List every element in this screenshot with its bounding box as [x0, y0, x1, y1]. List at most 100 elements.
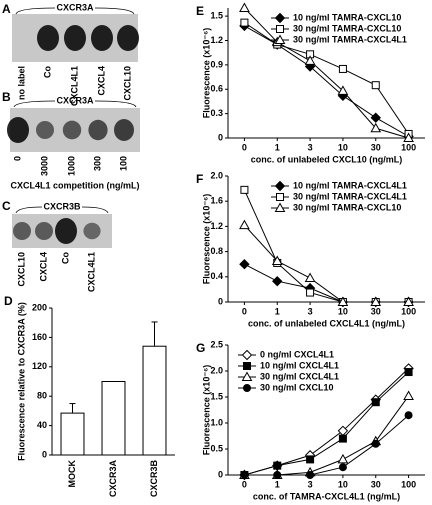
lane-label: Co [60, 252, 70, 264]
data-point [306, 455, 315, 464]
y-tick-label: 1.2 [210, 221, 223, 231]
x-tick-label: 30 [371, 479, 381, 489]
data-point [272, 276, 283, 287]
error-bar [69, 403, 76, 414]
data-point [240, 471, 249, 479]
data-point [370, 122, 382, 133]
gel-band [35, 222, 53, 240]
data-point [239, 258, 250, 270]
lane-label: 300 [92, 156, 102, 171]
legend-label: 30 ng/ml CXCL4L1 [260, 371, 339, 381]
legend-marker [274, 12, 286, 24]
legend-marker [274, 180, 286, 192]
lane-label: 100 [118, 156, 128, 171]
y-tick-label: 0.3 [210, 108, 223, 118]
series-line [244, 371, 409, 476]
lane-label: CXCL4 [38, 252, 48, 282]
gel-band [7, 117, 29, 143]
y-tick-label: 1.5 [210, 11, 223, 21]
panel-letter: E [196, 4, 204, 18]
data-point [273, 471, 282, 479]
lane-label: 3000 [39, 156, 49, 176]
series-line [244, 22, 409, 135]
series-line [244, 224, 409, 303]
legend-label: 0 ng/ml CXCL4L1 [260, 349, 334, 359]
x-axis-label: conc. of TAMRA-CXCL4L1 (ng/mL) [253, 491, 400, 501]
data-point [370, 112, 381, 123]
x-tick-label: 0 [242, 142, 247, 152]
gel-band [88, 119, 108, 141]
x-tick-label: 1 [275, 142, 280, 152]
x-tick-label: 3 [308, 142, 313, 152]
legend-label: 30 ng/ml TAMRA-CXCL4L1 [293, 34, 407, 44]
y-tick-label: 1.2 [210, 35, 223, 45]
y-tick-label: 160 [32, 332, 47, 342]
gel-band [114, 119, 134, 141]
y-tick-label: 1.0 [210, 417, 223, 427]
series-line [244, 395, 409, 476]
data-point [338, 64, 347, 73]
x-tick-label: 30 [371, 306, 381, 316]
legend-marker [241, 371, 253, 381]
x-tick-label: CXCR3B [149, 460, 159, 498]
data-point [337, 453, 349, 464]
legend-label: 10 ng/ml CXCL4L1 [260, 360, 339, 370]
x-tick-label: 0 [242, 479, 247, 489]
y-tick-label: 0 [42, 449, 47, 459]
error-bar [151, 321, 158, 347]
legend-marker [274, 202, 286, 212]
legend-label: 10 ng/ml TAMRA-CXCL10 [293, 12, 401, 22]
data-point [239, 2, 250, 12]
lane-label: CXCL4L1 [69, 66, 79, 106]
x-tick-label: MOCK [67, 460, 77, 488]
x-tick-label: 30 [371, 142, 381, 152]
gel-band [91, 25, 113, 51]
data-point [271, 255, 283, 266]
legend-label: 30 ng/ml TAMRA-CXCL10 [293, 202, 401, 212]
y-axis-label: Fluorescence (x10⁻⁶) [201, 28, 211, 118]
panel-letter: B [2, 90, 11, 104]
x-tick-label: 1 [275, 306, 280, 316]
data-point [338, 434, 347, 443]
data-point [306, 471, 315, 479]
x-tick-label: CXCR3A [108, 460, 118, 498]
x-tick-label: 10 [338, 142, 348, 152]
gel-band [117, 25, 139, 51]
x-tick-label: 100 [401, 142, 416, 152]
data-point [304, 272, 316, 283]
lane-label: 1000 [66, 156, 76, 176]
y-tick-label: 0.4 [210, 271, 223, 281]
x-tick-label: 0 [242, 306, 247, 316]
gel-band [64, 25, 86, 51]
y-tick-label: 200 [32, 302, 47, 312]
y-tick-label: 0.8 [210, 246, 223, 256]
gel-bracket [13, 100, 137, 108]
data-point [338, 463, 347, 472]
data-point [404, 411, 413, 420]
bar [142, 345, 167, 456]
panel-letter: C [2, 199, 11, 213]
y-tick-label: 0 [218, 469, 223, 479]
data-point [371, 398, 380, 407]
legend-marker [243, 362, 251, 370]
lane-label: CXCL10 [16, 252, 26, 287]
gel-x-label: CXCL4L1 competition (ng/mL) [11, 180, 140, 190]
y-tick-label: 0.9 [210, 59, 223, 69]
lane-label: Co [42, 66, 52, 78]
data-point [239, 219, 250, 230]
lane-label: CXCL4L1 [86, 252, 96, 292]
x-tick-label: 10 [338, 306, 348, 316]
data-point [403, 296, 414, 306]
y-tick-label: 1.6 [210, 196, 223, 206]
y-tick-label: 0 [218, 296, 223, 306]
y-tick-label: 2.0 [210, 365, 223, 375]
y-axis-label: Fluorescence (x10⁻⁶) [201, 194, 211, 284]
gel-band [55, 218, 77, 244]
data-point [304, 55, 316, 65]
lane-label: CXCL4 [96, 66, 106, 96]
lane-label: 0 [12, 156, 22, 161]
gel-title: CXCR3B [43, 201, 81, 211]
gel-title: CXCR3A [56, 95, 94, 105]
data-point [404, 368, 413, 377]
legend-marker [243, 384, 251, 392]
